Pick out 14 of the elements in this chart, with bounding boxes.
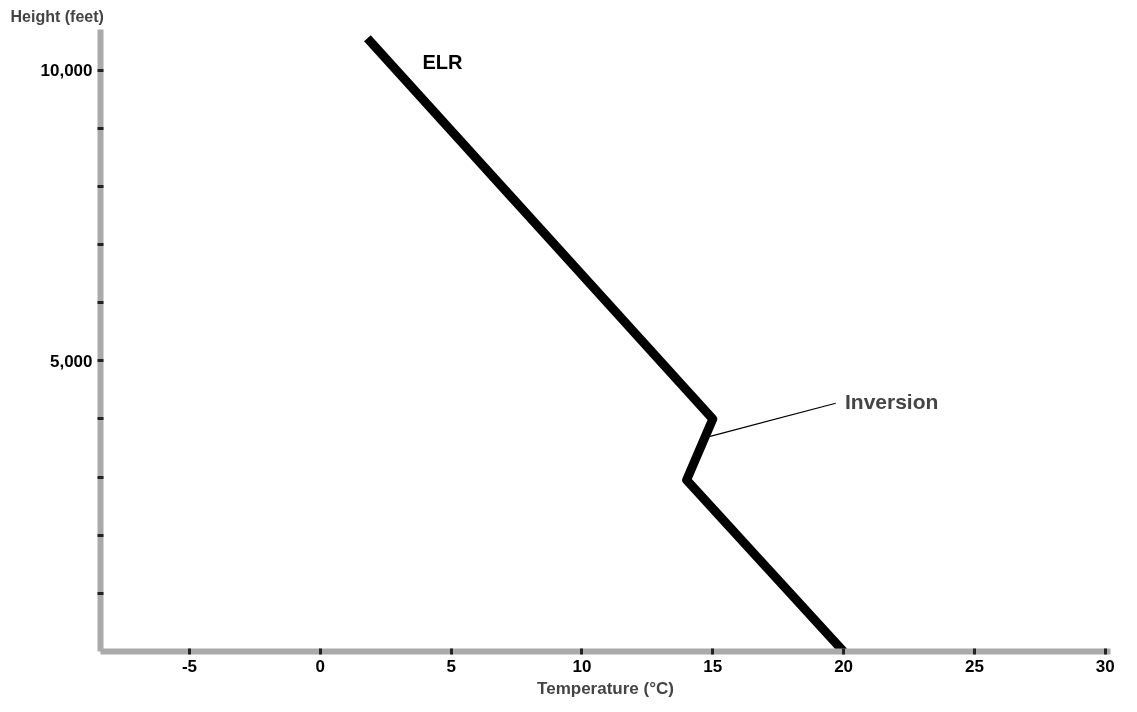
x-tick-label: 25: [964, 656, 984, 676]
annotation: Inversion: [844, 390, 939, 414]
x-tick-label: 30: [1095, 656, 1115, 676]
x-tick-label: 10: [572, 656, 592, 676]
x-tick-label: 20: [834, 656, 854, 676]
y-axis-title: Height (feet): [10, 7, 104, 25]
x-tick-label: 5: [446, 656, 456, 676]
y-tick-label: 5,000: [49, 351, 93, 371]
x-axis-title: Temperature (°C): [537, 678, 674, 698]
x-tick-label: 15: [703, 656, 723, 676]
x-tick-label: 0: [315, 656, 326, 676]
series-label: ELR: [422, 51, 463, 74]
y-tick-label: 10,000: [40, 61, 93, 81]
x-tick-label: -5: [181, 656, 198, 676]
